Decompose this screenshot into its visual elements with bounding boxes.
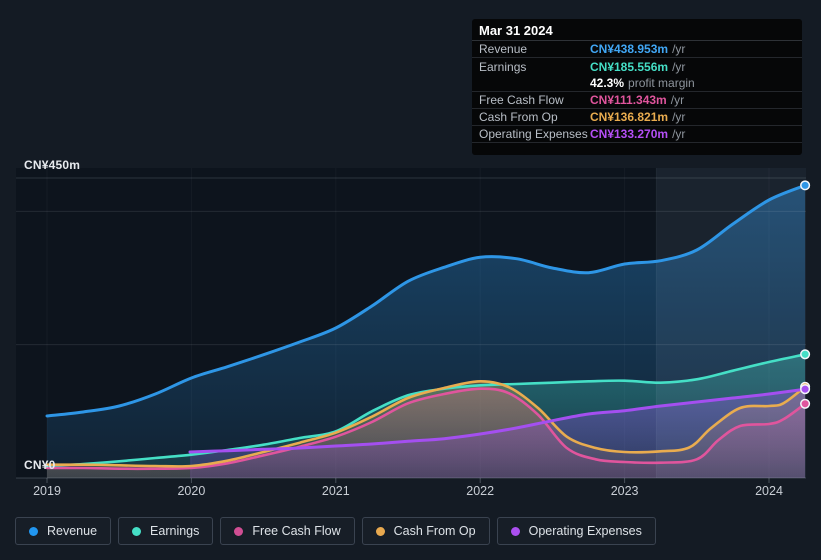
y-axis-max-label: CN¥450m	[24, 158, 81, 172]
tooltip-row-value: CN¥111.343m	[590, 93, 667, 107]
revenue-line	[45, 183, 807, 418]
tooltip-rows: Revenue CN¥438.953m/yr Earnings CN¥185.556m…	[472, 41, 802, 143]
tooltip-row-earnings: Earnings CN¥185.556m/yr	[472, 58, 802, 75]
legend-item-label: Operating Expenses	[528, 524, 642, 538]
tooltip-row-label: Earnings	[479, 59, 527, 74]
tooltip-row-suffix: /yr	[672, 127, 686, 141]
legend-item-label: Free Cash Flow	[252, 524, 341, 538]
tooltip-date: Mar 31 2024	[472, 19, 802, 41]
tooltip-row-value: CN¥438.953m	[590, 42, 669, 56]
operating-expenses-endpoint-marker[interactable]	[800, 384, 811, 395]
operating-expenses-line	[188, 387, 807, 454]
tooltip-row-suffix: /yr	[672, 110, 686, 124]
tooltip-row-operating-expenses: Operating Expenses CN¥133.270m/yr	[472, 126, 802, 143]
tooltip-row-suffix: profit margin	[628, 76, 695, 90]
financial-history-chart[interactable]	[0, 0, 821, 505]
tooltip-row-value: CN¥133.270m	[590, 127, 669, 141]
revenue-endpoint-marker[interactable]	[800, 180, 811, 191]
legend-item-operating-expenses[interactable]: Operating Expenses	[496, 517, 656, 545]
tooltip-row-label: Revenue	[479, 42, 528, 56]
tooltip-row-label: Cash From Op	[479, 110, 558, 124]
earnings-endpoint-marker[interactable]	[800, 349, 811, 360]
tooltip-row-value: CN¥136.821m	[590, 110, 669, 124]
tooltip-row-value: CN¥185.556m	[590, 59, 669, 74]
legend-item-earnings[interactable]: Earnings	[118, 517, 214, 545]
x-tick-label-2023: 2023	[610, 484, 639, 498]
x-tick-label-2019: 2019	[33, 484, 61, 498]
y-axis-zero-label: CN¥0	[24, 458, 56, 472]
tooltip-row-label: Free Cash Flow	[479, 93, 564, 107]
tooltip-row-label: Operating Expenses	[479, 127, 588, 141]
tooltip-row-suffix: /yr	[672, 42, 686, 56]
x-tick-label-2021: 2021	[321, 484, 350, 498]
cash-from-op-line	[45, 379, 807, 468]
free-cash-flow-line	[45, 387, 807, 471]
legend-dot-icon	[510, 526, 520, 536]
operating-expenses-area	[190, 389, 806, 478]
legend-item-free-cash-flow[interactable]: Free Cash Flow	[220, 517, 355, 545]
tooltip-row-suffix: /yr	[670, 93, 685, 107]
legend-item-label: Revenue	[47, 524, 98, 538]
x-tick-label-2020: 2020	[177, 484, 206, 498]
legend-item-revenue[interactable]: Revenue	[15, 517, 112, 545]
legend-dot-icon	[234, 526, 244, 536]
chart-legend: Revenue Earnings Free Cash Flow Cash From O…	[15, 517, 656, 545]
tooltip-row-revenue: Revenue CN¥438.953m/yr	[472, 41, 802, 58]
tooltip-row-margin: 42.3% profit margin	[472, 75, 802, 92]
legend-dot-icon	[29, 526, 38, 536]
legend-item-label: Earnings	[150, 524, 200, 538]
x-axis: 2019 2020 2021 2022 2023 2024	[0, 484, 821, 500]
tooltip-row-suffix: /yr	[672, 59, 686, 74]
legend-dot-icon	[375, 526, 385, 536]
tooltip-row-free-cash-flow: Free Cash Flow CN¥111.343m/yr	[472, 92, 802, 109]
tooltip-row-value: 42.3%	[590, 76, 625, 90]
x-tick-label-2022: 2022	[466, 484, 495, 498]
tooltip-row-cash-from-op: Cash From Op CN¥136.821m/yr	[472, 109, 802, 126]
legend-item-cash-from-op[interactable]: Cash From Op	[361, 517, 490, 545]
chart-tooltip: Mar 31 2024 Revenue CN¥438.953m/yr Earning…	[472, 19, 802, 155]
legend-dot-icon	[132, 526, 142, 536]
free-cash-flow-endpoint-marker[interactable]	[800, 398, 811, 409]
legend-item-label: Cash From Op	[393, 524, 476, 538]
x-tick-label-2024: 2024	[755, 484, 783, 498]
ttm-highlight-band	[656, 168, 806, 478]
